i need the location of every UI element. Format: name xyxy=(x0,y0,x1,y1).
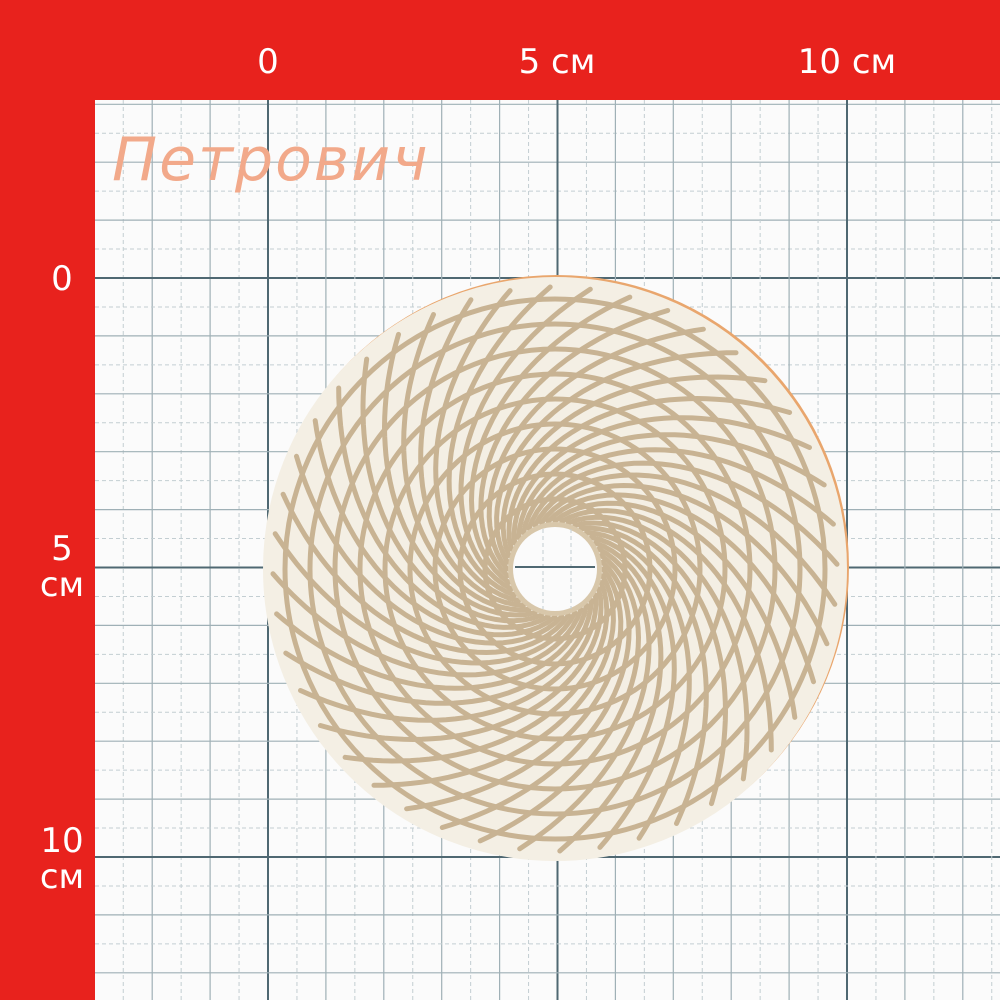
disc-groove-spiral xyxy=(545,492,816,685)
disc-groove-spiral xyxy=(371,573,616,788)
disc-groove-spiral xyxy=(294,453,565,646)
disc-groove-spiral xyxy=(342,580,610,764)
left-ruler-label: 10 xyxy=(40,821,83,861)
disc-groove-spiral xyxy=(583,530,692,841)
disc-groove-spiral xyxy=(500,374,768,558)
disc-groove-spiral xyxy=(506,395,793,552)
disc-groove-spiral xyxy=(494,350,739,565)
disc-groove-spiral xyxy=(557,540,664,854)
left-ruler-unit: см xyxy=(40,857,84,897)
disc-groove-spiral xyxy=(458,286,593,592)
disc-groove-spiral xyxy=(446,284,553,598)
disc-groove-spiral xyxy=(381,331,538,618)
disc-groove-spiral xyxy=(578,525,709,826)
disc-groove-spiral xyxy=(572,520,729,807)
disc-groove-spiral xyxy=(468,294,633,585)
disc-groove-ring xyxy=(307,321,803,817)
left-ruler-label: 0 xyxy=(51,259,73,299)
disc-groove-spiral xyxy=(283,597,594,706)
left-ruler-label: 5 xyxy=(51,529,73,569)
disc-groove-ring xyxy=(332,346,778,792)
brand-logo: Петрович xyxy=(112,125,430,195)
disc-groove-spiral xyxy=(559,508,774,753)
disc-groove-spiral xyxy=(516,432,827,541)
disc-groove-spiral xyxy=(312,418,558,638)
disc-groove-spiral xyxy=(526,460,840,567)
disc-groove-spiral xyxy=(433,288,522,603)
disc-hole xyxy=(513,527,597,611)
disc-groove-spiral xyxy=(280,491,571,656)
disc-groove-spiral xyxy=(566,514,750,782)
disc-groove-ring xyxy=(407,421,703,717)
disc-groove-spiral xyxy=(401,312,532,613)
disc-groove-spiral xyxy=(272,531,578,666)
disc-groove-spiral xyxy=(270,571,584,678)
disc-groove-ring xyxy=(382,396,728,742)
disc-groove-ring xyxy=(282,296,828,842)
top-ruler-label: 10 см xyxy=(798,42,896,82)
disc-outline xyxy=(263,277,847,861)
top-ruler-label: 5 см xyxy=(519,42,596,82)
disc-groove-ring xyxy=(432,446,678,692)
disc-groove-spiral xyxy=(511,415,812,546)
hole-grid xyxy=(515,529,595,609)
disc-groove-spiral xyxy=(274,602,589,691)
polishing-disc xyxy=(263,275,849,861)
top-ruler-label: 0 xyxy=(257,42,279,82)
left-ruler-unit: см xyxy=(40,565,84,605)
disc-groove-spiral xyxy=(418,297,527,608)
disc-groove-spiral xyxy=(552,500,798,720)
disc-groove-spiral xyxy=(517,546,652,852)
disc-groove-spiral xyxy=(478,308,671,579)
disc-groove-spiral xyxy=(532,472,838,607)
disc-groove-spiral xyxy=(521,447,836,536)
disc-groove-spiral xyxy=(439,559,632,830)
disc-groove-spiral xyxy=(360,356,544,624)
disc-groove-spiral xyxy=(298,592,599,723)
disc-groove-ring xyxy=(357,371,753,767)
disc-groove-spiral xyxy=(588,535,677,850)
disc-groove-spiral xyxy=(404,566,624,812)
disc-groove-spiral xyxy=(539,482,830,647)
disc-groove-spiral xyxy=(336,385,551,630)
disc-groove-spiral xyxy=(317,586,604,743)
disc-groove-spiral xyxy=(486,326,706,572)
disc-groove-spiral xyxy=(477,553,642,844)
